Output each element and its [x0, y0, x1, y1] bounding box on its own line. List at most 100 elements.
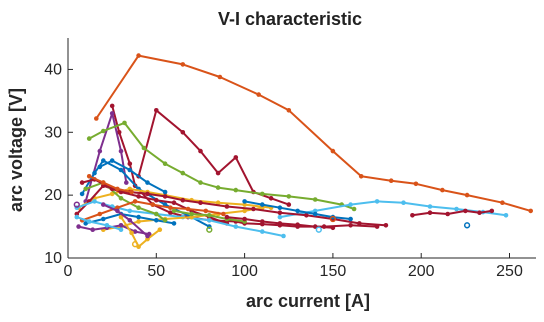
data-point	[374, 199, 380, 204]
data-point	[251, 206, 256, 212]
data-point	[162, 189, 168, 195]
x-tick-label: 200	[408, 263, 435, 280]
series-line	[88, 121, 355, 210]
series-13	[83, 211, 177, 226]
data-point	[180, 170, 186, 176]
data-point	[242, 199, 247, 204]
series-4	[83, 111, 129, 204]
data-point	[233, 224, 239, 229]
data-point	[129, 189, 134, 195]
data-point	[122, 120, 127, 126]
series-line	[78, 187, 272, 209]
data-point	[233, 155, 239, 160]
data-point	[101, 158, 106, 163]
data-point	[136, 214, 141, 220]
data-point	[115, 208, 120, 214]
data-point	[162, 194, 168, 199]
data-point	[115, 205, 120, 210]
data-point	[168, 205, 173, 210]
data-point	[141, 145, 147, 151]
data-point	[127, 218, 133, 223]
data-point	[242, 208, 247, 214]
data-point	[217, 74, 223, 80]
data-point	[101, 128, 106, 134]
series-layer	[73, 53, 533, 249]
data-point	[104, 223, 110, 228]
data-point	[348, 216, 353, 222]
data-point	[145, 233, 150, 239]
data-point	[118, 167, 124, 173]
data-point	[83, 221, 88, 226]
data-point	[215, 170, 221, 176]
data-point	[76, 224, 81, 229]
data-point	[330, 148, 336, 154]
data-point	[92, 199, 97, 204]
data-point	[260, 191, 265, 197]
data-point	[124, 180, 129, 185]
data-point	[109, 103, 115, 109]
data-point	[198, 148, 203, 154]
data-point	[101, 180, 106, 185]
data-point	[224, 204, 230, 209]
data-point	[118, 227, 124, 232]
marker-point	[131, 241, 139, 248]
data-point	[101, 202, 106, 207]
series-5	[86, 120, 357, 212]
data-point	[286, 194, 292, 199]
data-point	[277, 221, 283, 226]
series-line	[88, 175, 132, 193]
data-point	[215, 200, 221, 205]
data-point	[207, 213, 212, 218]
data-point	[145, 180, 150, 185]
x-axis-label: arc current [A]	[246, 291, 370, 311]
data-point	[207, 218, 212, 223]
data-point	[180, 62, 186, 67]
data-point	[312, 197, 318, 202]
data-point	[242, 202, 247, 207]
data-point	[286, 108, 292, 113]
data-point	[154, 108, 159, 113]
data-point	[116, 130, 122, 135]
data-point	[260, 229, 265, 234]
data-point	[79, 180, 85, 185]
series-line	[102, 203, 149, 237]
y-tick-label: 30	[44, 124, 62, 141]
data-point	[242, 216, 247, 222]
data-point	[171, 200, 177, 205]
data-point	[127, 167, 133, 173]
plot-area	[68, 38, 536, 258]
data-point	[90, 227, 95, 232]
marker-point	[73, 201, 80, 208]
data-point	[132, 199, 138, 204]
data-point	[94, 116, 99, 121]
data-point	[86, 174, 92, 179]
data-point	[132, 229, 138, 234]
data-point	[79, 191, 85, 197]
series-7	[410, 208, 495, 218]
marker-point	[329, 215, 337, 223]
data-point	[129, 230, 134, 236]
series-20	[74, 214, 124, 232]
data-point	[312, 211, 318, 217]
data-point	[97, 148, 103, 154]
x-tick-label: 100	[231, 263, 258, 280]
data-point	[180, 197, 186, 203]
data-point	[463, 208, 468, 214]
data-point	[154, 218, 159, 223]
data-point	[413, 181, 419, 187]
y-tick-label: 10	[44, 250, 62, 267]
data-point	[118, 196, 124, 201]
data-point	[224, 214, 230, 220]
data-point	[154, 211, 159, 217]
data-point	[83, 186, 88, 192]
series-line	[85, 213, 175, 225]
data-point	[109, 158, 115, 163]
series-18	[97, 158, 168, 195]
data-point	[162, 218, 168, 223]
data-point	[118, 148, 124, 154]
data-point	[97, 211, 103, 217]
data-point	[358, 174, 364, 179]
data-point	[357, 221, 362, 226]
data-point	[168, 210, 173, 215]
data-point	[198, 200, 203, 205]
